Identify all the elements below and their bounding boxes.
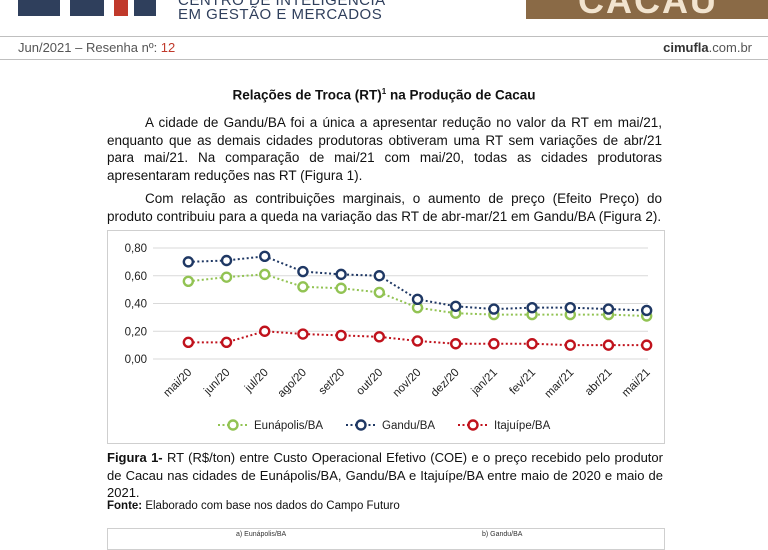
data-point bbox=[564, 301, 576, 314]
data-point bbox=[449, 338, 462, 350]
data-point bbox=[564, 339, 576, 351]
data-point bbox=[526, 338, 538, 350]
brand-banner: CACAU bbox=[526, 0, 768, 19]
y-tick-label: 0,40 bbox=[125, 299, 147, 311]
paragraph-2: Com relação as contribuições marginais, … bbox=[107, 191, 662, 224]
brand-title: CACAU bbox=[578, 0, 718, 19]
legend-marker bbox=[227, 419, 239, 431]
legend-label: Eunápolis/BA bbox=[254, 420, 323, 432]
x-tick-label: fev/21 bbox=[508, 367, 539, 398]
legend-label: Itajuípe/BA bbox=[494, 420, 551, 432]
panel-label-b: b) Gandu/BA bbox=[482, 531, 523, 538]
y-tick-label: 0,80 bbox=[125, 243, 147, 255]
x-tick-label: jul/20 bbox=[242, 367, 271, 396]
data-point bbox=[411, 335, 424, 347]
y-tick-label: 0,20 bbox=[125, 326, 147, 338]
data-point bbox=[182, 275, 195, 287]
data-point bbox=[640, 339, 653, 351]
y-tick-label: 0,60 bbox=[125, 271, 147, 283]
legend-marker bbox=[467, 419, 479, 431]
x-tick-label: jun/20 bbox=[201, 367, 232, 398]
data-point bbox=[335, 329, 347, 342]
x-tick-label: mai/21 bbox=[620, 367, 653, 400]
logo bbox=[18, 0, 158, 20]
x-tick-label: dez/20 bbox=[429, 367, 462, 400]
data-point bbox=[259, 268, 271, 281]
x-tick-label: nov/20 bbox=[391, 367, 424, 400]
data-point bbox=[297, 328, 309, 340]
data-point bbox=[297, 265, 309, 278]
x-tick-label: out/20 bbox=[354, 367, 385, 398]
data-point bbox=[259, 250, 271, 263]
org-name-line1: CENTRO DE INTELIGÊNCIA bbox=[178, 0, 386, 9]
x-tick-label: ago/20 bbox=[276, 367, 309, 400]
x-tick-label: mai/20 bbox=[162, 367, 195, 400]
data-point bbox=[602, 339, 615, 351]
data-point bbox=[488, 338, 500, 350]
data-point bbox=[526, 301, 538, 314]
issue-info: Jun/2021 – Resenha nº: 12 bbox=[18, 40, 176, 55]
x-tick-label: set/20 bbox=[317, 367, 348, 398]
x-tick-label: abr/21 bbox=[583, 367, 615, 399]
data-point bbox=[640, 304, 653, 317]
data-point bbox=[373, 270, 386, 282]
paragraph-1: A cidade de Gandu/BA foi a única a apres… bbox=[107, 115, 662, 183]
header-rule bbox=[0, 36, 768, 37]
data-point bbox=[449, 300, 462, 312]
data-point bbox=[259, 325, 271, 337]
article-title: Relações de Troca (RT)1 na Produção de C… bbox=[232, 87, 536, 103]
site-link[interactable]: cimufla.com.br bbox=[663, 40, 752, 55]
data-point bbox=[182, 336, 195, 349]
data-point bbox=[220, 336, 233, 349]
figure-chart: 0,00 0,20 0,40 0,60 0,80 mai/20 jun/20 jul/20 ag… bbox=[107, 230, 665, 444]
issue-number: 12 bbox=[160, 40, 176, 55]
rt-line-chart: 0,00 0,20 0,40 0,60 0,80 mai/20 jun/20 jul/20 ag… bbox=[125, 243, 653, 432]
x-tick-label: mar/21 bbox=[543, 367, 577, 401]
data-point bbox=[220, 271, 233, 283]
data-point bbox=[182, 256, 195, 268]
next-figure-panels: a) Eunápolis/BA b) Gandu/BA bbox=[107, 528, 665, 550]
legend-label: Gandu/BA bbox=[382, 420, 435, 432]
panel-label-a: a) Eunápolis/BA bbox=[236, 531, 287, 538]
y-tick-label: 0,00 bbox=[125, 354, 147, 366]
data-point bbox=[220, 254, 233, 267]
data-point bbox=[335, 282, 347, 294]
data-point bbox=[488, 303, 500, 315]
data-point bbox=[411, 293, 424, 306]
data-point bbox=[335, 268, 347, 281]
data-point bbox=[297, 281, 309, 293]
figure-source: Fonte: Elaborado com base nos dados do C… bbox=[107, 500, 400, 512]
data-point bbox=[602, 303, 615, 315]
data-point bbox=[373, 286, 386, 299]
x-tick-label: jan/21 bbox=[469, 367, 500, 398]
legend-marker bbox=[355, 419, 367, 431]
figure-caption: Figura 1- RT (R$/ton) entre Custo Operac… bbox=[107, 450, 663, 500]
org-name-line2: EM GESTÃO E MERCADOS bbox=[178, 6, 383, 23]
header-rule-bottom bbox=[0, 59, 768, 60]
data-point bbox=[373, 331, 386, 343]
